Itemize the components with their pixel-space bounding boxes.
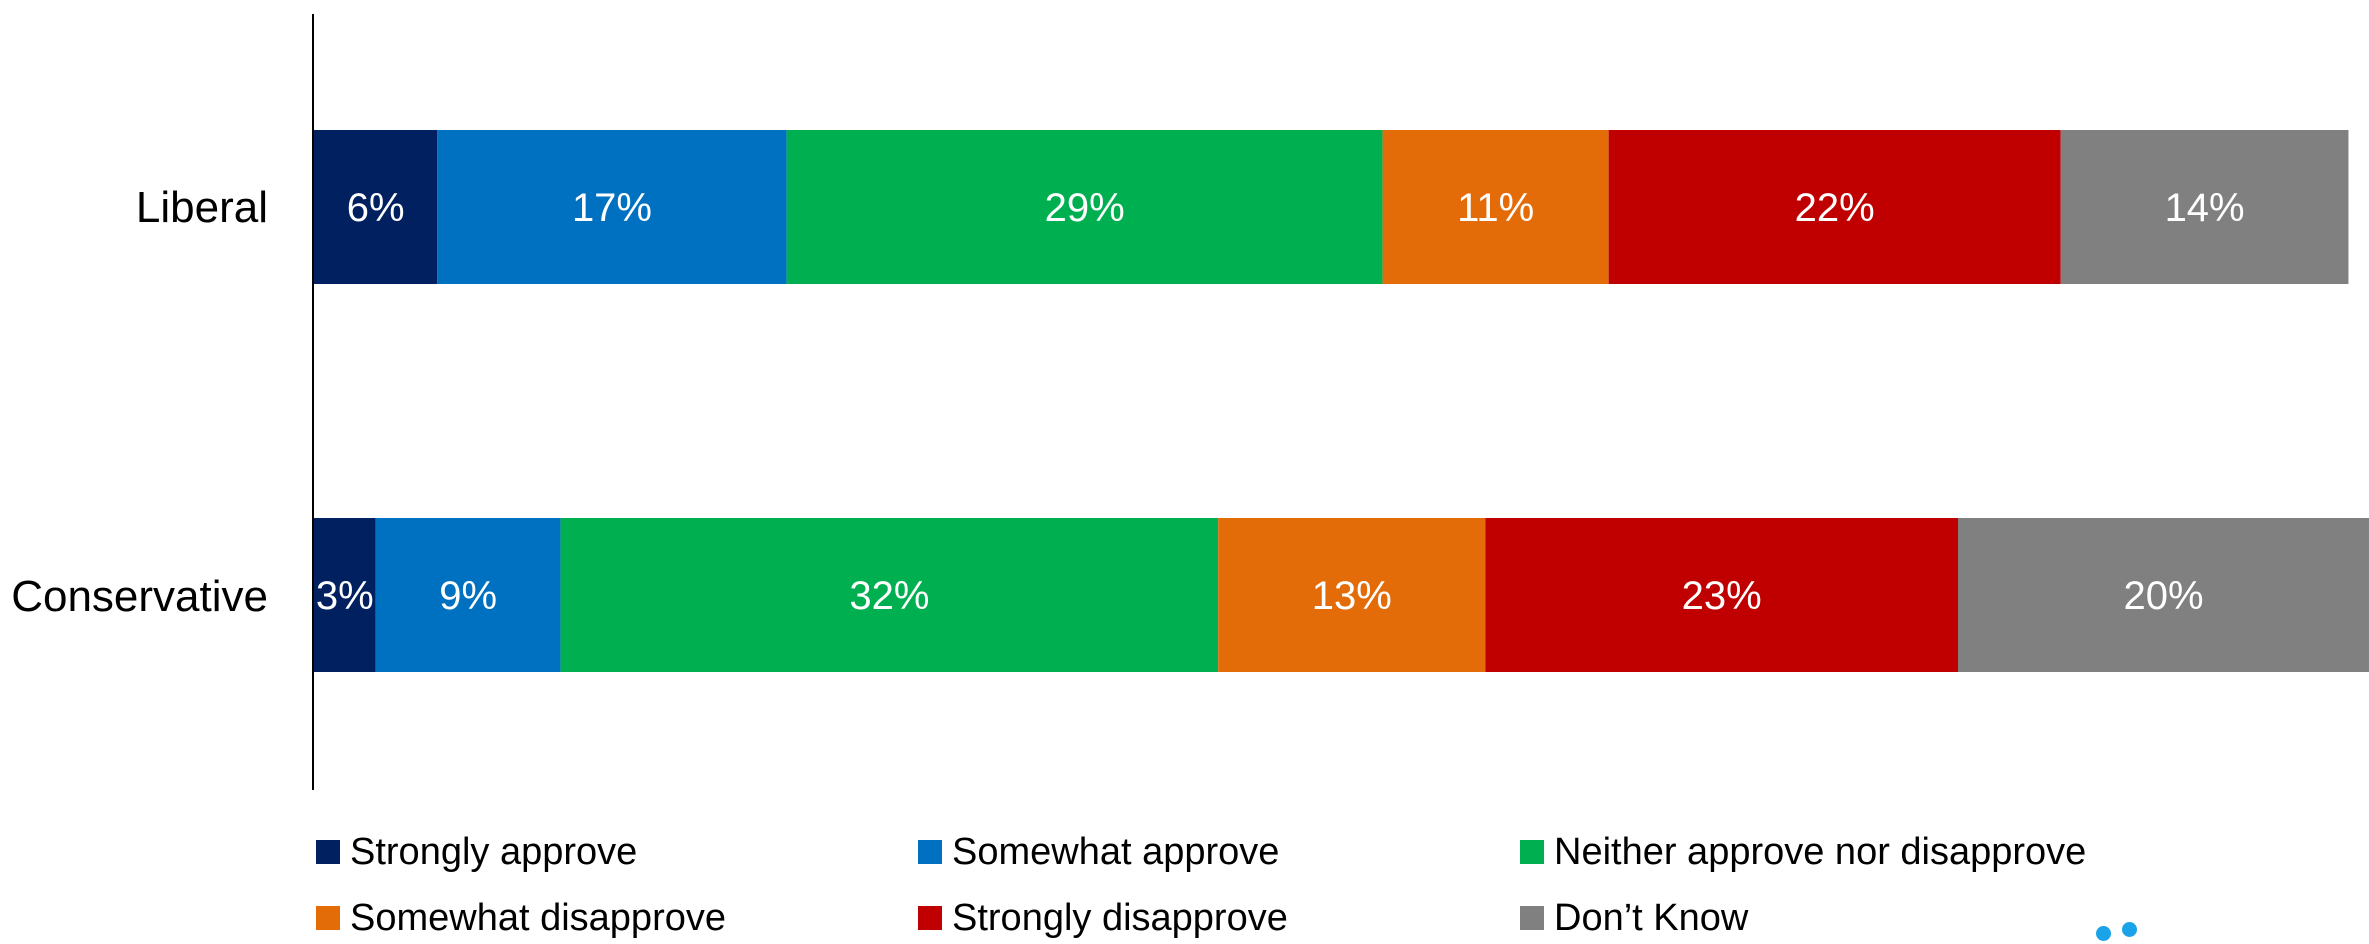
legend-label: Neither approve nor disapprove [1554,830,2087,873]
data-label: 3% [316,574,374,618]
bar-segment [1218,518,1486,672]
data-label: 9% [439,574,497,618]
legend-item-dont-know: Don’t Know [1520,892,2122,944]
bar-segment [2060,130,2349,284]
category-label-conservative: Conservative [11,572,268,621]
legend-label: Strongly disapprove [952,896,1288,939]
bar-segment [375,518,561,672]
bars-group: 6% 17% 29% 11% 22% 14% 3% 9% 32% 13% 23% 20% [314,130,2369,672]
data-label: 23% [1682,574,1762,618]
data-label: 14% [2165,186,2245,230]
legend-swatch [316,840,340,864]
bar-segment [437,130,787,284]
data-label: 32% [849,574,929,618]
legend-swatch [918,840,942,864]
legend-label: Somewhat disapprove [350,896,726,939]
legend-item-somewhat-disapprove: Somewhat disapprove [316,892,918,944]
bar-segment [1382,130,1609,284]
bar-segment [314,130,438,284]
legend-swatch [1520,840,1544,864]
data-label: 29% [1045,186,1125,230]
legend-item-somewhat-approve: Somewhat approve [918,826,1520,878]
legend-label: Strongly approve [350,830,638,873]
category-labels: Liberal Conservative [11,183,268,621]
legend-item-strongly-approve: Strongly approve [316,826,918,878]
legend-swatch [918,906,942,930]
bar-segment [1485,518,1958,672]
bar-segment [1958,518,2369,672]
data-label: 17% [572,186,652,230]
legend-label: Somewhat approve [952,830,1280,873]
legend-item-strongly-disapprove: Strongly disapprove [918,892,1520,944]
legend-swatch [316,906,340,930]
data-label: 22% [1795,186,1875,230]
legend-swatch [1520,906,1544,930]
logo-dots [2096,922,2140,941]
category-label-liberal: Liberal [136,183,268,232]
logo-dot [2122,922,2137,937]
data-label: 13% [1312,574,1392,618]
data-label: 6% [347,186,405,230]
legend-label: Don’t Know [1554,896,1749,939]
data-label: 20% [2123,574,2203,618]
bar-segment [560,518,1219,672]
bar-segment [1608,130,2061,284]
data-label: 11% [1457,186,1534,230]
legend: Strongly approve Somewhat approve Neithe… [316,826,2216,944]
legend-item-neither: Neither approve nor disapprove [1520,826,2122,878]
bar-segment [786,130,1383,284]
logo-dot [2096,926,2111,941]
bar-segment [314,518,376,672]
